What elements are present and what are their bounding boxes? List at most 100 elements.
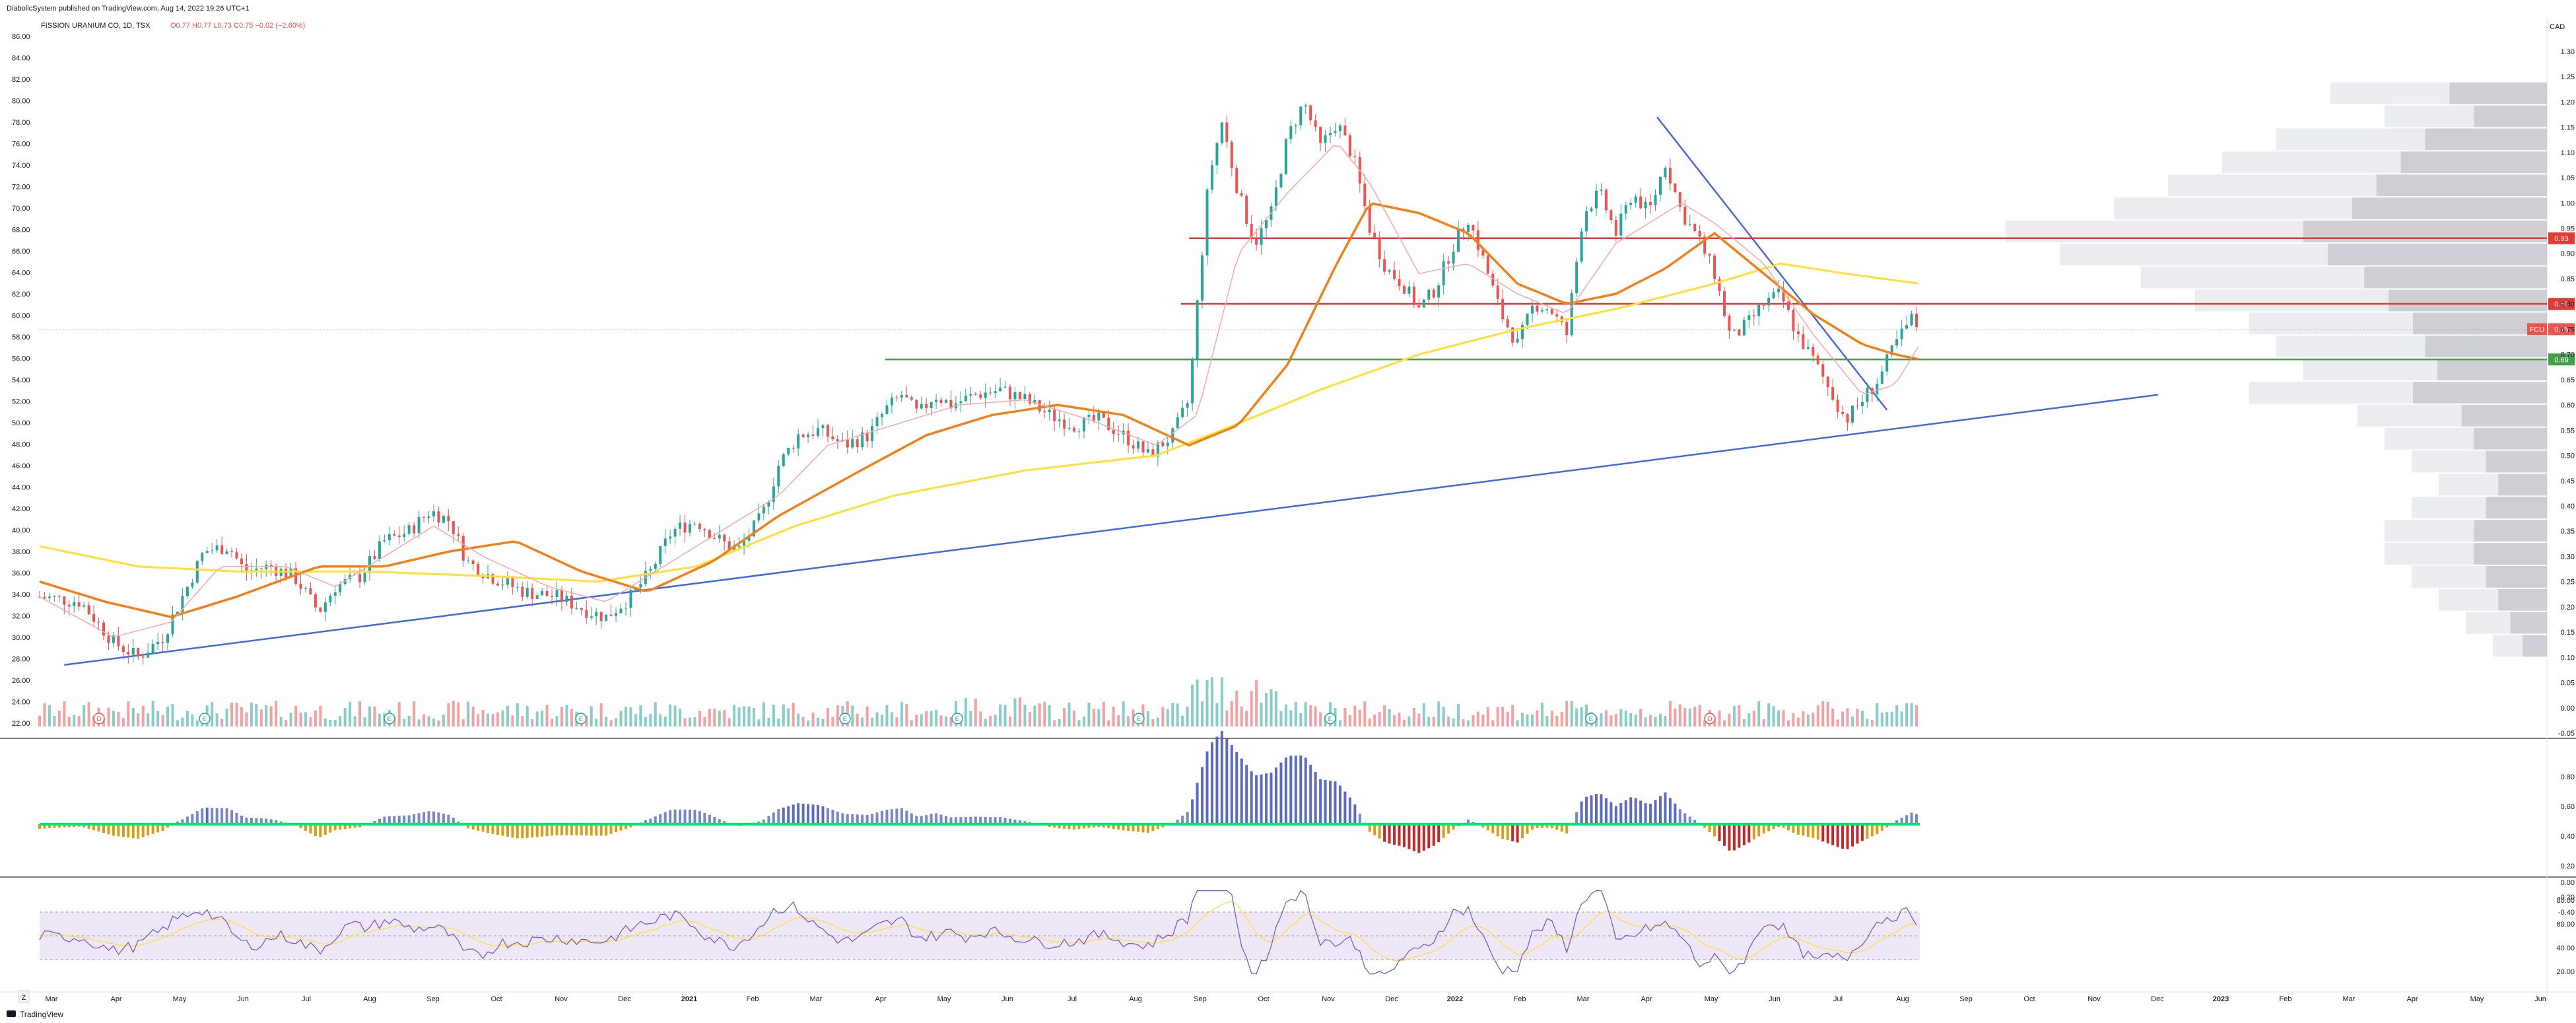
candle-body bbox=[1156, 442, 1159, 457]
candle-body bbox=[1166, 442, 1169, 446]
macd-histogram-bar bbox=[107, 824, 110, 835]
volume-bar bbox=[1122, 701, 1125, 726]
left-tick-label: 62.00 bbox=[12, 291, 30, 299]
price-tick-label: 1.00 bbox=[2561, 199, 2575, 207]
candle-body bbox=[974, 394, 977, 395]
price-tick-label: 0.25 bbox=[2561, 579, 2575, 586]
volume-bar bbox=[728, 718, 731, 726]
macd-histogram-bar bbox=[467, 824, 470, 829]
volume-bar bbox=[1225, 710, 1229, 726]
candle-body bbox=[181, 596, 184, 612]
candle-body bbox=[935, 400, 938, 402]
volume-profile-bar-inner bbox=[2352, 197, 2547, 219]
macd-histogram-bar bbox=[121, 824, 125, 837]
macd-histogram-bar bbox=[166, 824, 170, 828]
candle-body bbox=[1314, 120, 1317, 127]
price-tick-label: 0.35 bbox=[2561, 528, 2575, 536]
volume-bar bbox=[1821, 701, 1825, 726]
macd-histogram-bar bbox=[713, 816, 716, 824]
candle-body bbox=[240, 558, 243, 565]
candle-body bbox=[1383, 259, 1386, 272]
macd-histogram-bar bbox=[885, 810, 889, 824]
volume-bar bbox=[930, 711, 933, 726]
symbol-label-text: FCU bbox=[2530, 326, 2545, 334]
macd-histogram-bar bbox=[358, 824, 362, 828]
candle-body bbox=[373, 555, 376, 559]
macd-histogram-bar bbox=[67, 824, 71, 828]
candle-body bbox=[1629, 202, 1633, 205]
candle-body bbox=[1604, 190, 1608, 211]
volume-bar bbox=[1215, 703, 1219, 726]
volume-bar bbox=[1373, 714, 1376, 726]
volume-bar bbox=[703, 717, 706, 726]
left-tick-label: 68.00 bbox=[12, 227, 30, 234]
macd-histogram-bar bbox=[225, 808, 228, 824]
z-button[interactable]: Z bbox=[18, 990, 30, 1003]
macd-histogram-bar bbox=[1393, 824, 1396, 845]
candle-body bbox=[688, 524, 691, 533]
volume-bar bbox=[1087, 702, 1091, 726]
volume-bar bbox=[1073, 710, 1076, 726]
rsi-tick-label: 20.00 bbox=[2556, 968, 2575, 976]
price-tick-label: 0.15 bbox=[2561, 629, 2575, 637]
volume-bar bbox=[1447, 717, 1450, 726]
macd-histogram-bar bbox=[329, 824, 332, 833]
volume-profile-bar-inner bbox=[2449, 82, 2547, 104]
time-axis[interactable]: Mar Apr May Jun Jul Aug Sep Oct Nov Dec 2021 Feb Mar… bbox=[0, 991, 2576, 1003]
macd-histogram-bar bbox=[900, 808, 903, 824]
macd-histogram-bar bbox=[920, 816, 923, 824]
candle-body bbox=[782, 454, 785, 466]
candle-body bbox=[683, 522, 687, 533]
volume-bar bbox=[1905, 703, 1909, 726]
volume-bar bbox=[423, 714, 426, 726]
volume-bar bbox=[1511, 705, 1514, 726]
macd-histogram-bar bbox=[205, 807, 209, 824]
left-tick-label: 32.00 bbox=[12, 613, 30, 621]
macd-histogram-bar bbox=[1723, 824, 1726, 846]
volume-bar bbox=[1151, 719, 1155, 726]
volume-profile-bar-inner bbox=[2425, 335, 2547, 358]
volume-bar bbox=[77, 716, 81, 726]
volume-bar bbox=[1910, 703, 1913, 726]
price-tick-label: 1.20 bbox=[2561, 98, 2575, 106]
candle-body bbox=[1698, 230, 1701, 237]
candle-body bbox=[762, 507, 765, 514]
volume-bar bbox=[166, 707, 170, 726]
volume-profile-bar bbox=[2249, 381, 2547, 404]
volume-bar bbox=[1787, 720, 1790, 726]
time-tick-label: Sep bbox=[1194, 995, 1207, 1003]
candle-body bbox=[137, 647, 140, 657]
left-tick-label: 72.00 bbox=[12, 184, 30, 192]
volume-bar bbox=[1550, 711, 1553, 726]
candle-body bbox=[309, 588, 312, 594]
macd-histogram-bar bbox=[1738, 824, 1741, 848]
time-tick-label: Feb bbox=[1514, 995, 1526, 1003]
volume-bar bbox=[673, 705, 677, 726]
volume-bar bbox=[949, 717, 953, 726]
macd-histogram-bar bbox=[1905, 815, 1909, 824]
candle-body bbox=[570, 596, 573, 609]
volume-bar bbox=[1649, 715, 1652, 726]
candle-body bbox=[1028, 394, 1031, 404]
volume-bar bbox=[1796, 717, 1800, 726]
candle-body bbox=[1782, 289, 1785, 302]
candle-body bbox=[1664, 167, 1667, 177]
volume-bar bbox=[299, 713, 302, 726]
price-axis[interactable]: 1.30 1.25 1.20 1.15 1.10 1.05 1.00 0.95 0.90 0.85… bbox=[2558, 48, 2575, 738]
volume-bar bbox=[442, 714, 445, 726]
candle-body bbox=[541, 590, 544, 596]
time-tick-label: Oct bbox=[1258, 995, 1269, 1003]
macd-histogram-bar bbox=[53, 824, 56, 828]
left-tick-label: 54.00 bbox=[12, 376, 30, 384]
macd-histogram-bar bbox=[506, 824, 509, 837]
macd-tick-label: 0.00 bbox=[2561, 879, 2575, 887]
volume-bar bbox=[1161, 707, 1165, 726]
left-tick-label: 64.00 bbox=[12, 269, 30, 277]
macd-histogram-bar bbox=[1068, 824, 1071, 829]
macd-histogram-bar bbox=[1107, 824, 1110, 829]
price-label-text: 0.69 bbox=[2554, 356, 2568, 364]
candle-body bbox=[121, 646, 125, 652]
macd-histogram-bar bbox=[1491, 824, 1495, 833]
left-axis: 86.00 84.00 82.00 80.00 78.00 76.00 74.00 72.00… bbox=[12, 33, 30, 728]
candle-body bbox=[905, 395, 908, 398]
